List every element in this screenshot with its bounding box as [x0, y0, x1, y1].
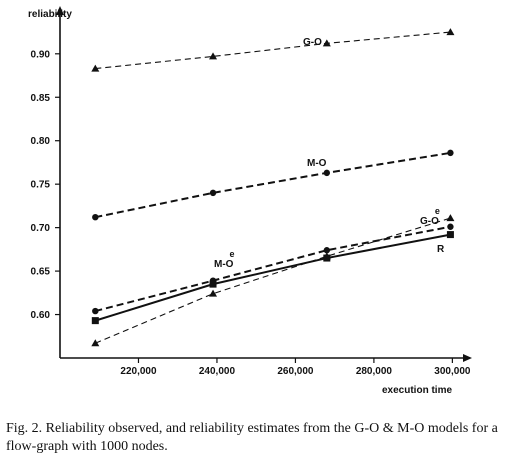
x-tick-label: 240,000 [199, 366, 236, 377]
series-label-superscript: e [229, 249, 234, 259]
series-line [95, 31, 451, 70]
circle-marker [209, 189, 217, 197]
series-label: G-O [303, 37, 322, 48]
y-tick-label: 0.65 [31, 267, 51, 278]
y-tick-label: 0.70 [31, 223, 51, 234]
triangle-marker [322, 39, 331, 47]
triangle-marker [91, 339, 100, 347]
axes [56, 6, 472, 362]
x-tick-label: 280,000 [356, 366, 393, 377]
series-line [95, 151, 451, 219]
x-tick-label: 220,000 [120, 366, 157, 377]
y-tick-label: 0.60 [31, 310, 51, 321]
x-axis-arrow [463, 354, 472, 362]
series-label: G-O [420, 216, 439, 227]
x-axis-title: execution time [382, 385, 452, 396]
triangle-marker [209, 52, 218, 60]
ticks: 0.60 0.65 0.70 0.75 0.80 0.85 0.90 220,000 240,0… [31, 49, 471, 377]
triangle-marker [209, 289, 218, 297]
figure-caption: Fig. 2. Reliability observed, and reliab… [6, 421, 498, 454]
reliability-chart: 0.60 0.65 0.70 0.75 0.80 0.85 0.90 220,000 240,0… [28, 6, 472, 396]
square-marker [446, 231, 454, 239]
circle-marker [447, 223, 454, 230]
circle-marker [92, 214, 99, 221]
circle-marker [323, 247, 331, 254]
square-marker [209, 280, 217, 288]
y-tick-label: 0.75 [31, 180, 51, 191]
circle-marker [323, 169, 331, 177]
triangle-marker [446, 214, 455, 222]
y-tick-label: 0.90 [31, 49, 51, 60]
triangle-marker [446, 28, 455, 36]
series-line [95, 233, 451, 322]
x-tick-label: 300,000 [434, 366, 471, 377]
series-labels: G-OM-OM-OeG-OeR [214, 37, 445, 270]
series-label: R [437, 244, 445, 255]
series-label: M-O [307, 158, 327, 169]
y-tick-label: 0.80 [31, 136, 51, 147]
circle-marker [447, 149, 454, 157]
y-axis-arrow [56, 6, 64, 15]
square-marker [323, 254, 331, 262]
triangle-marker [91, 64, 100, 72]
circle-marker [92, 307, 99, 315]
series-group [91, 28, 455, 347]
x-tick-label: 260,000 [277, 366, 314, 377]
series-label: M-O [214, 259, 234, 270]
square-marker [91, 317, 99, 325]
y-axis-title: reliability [28, 9, 72, 20]
series-label-superscript: e [435, 206, 440, 216]
series-line [95, 225, 451, 313]
series-line [95, 217, 451, 344]
y-tick-label: 0.85 [31, 93, 51, 104]
